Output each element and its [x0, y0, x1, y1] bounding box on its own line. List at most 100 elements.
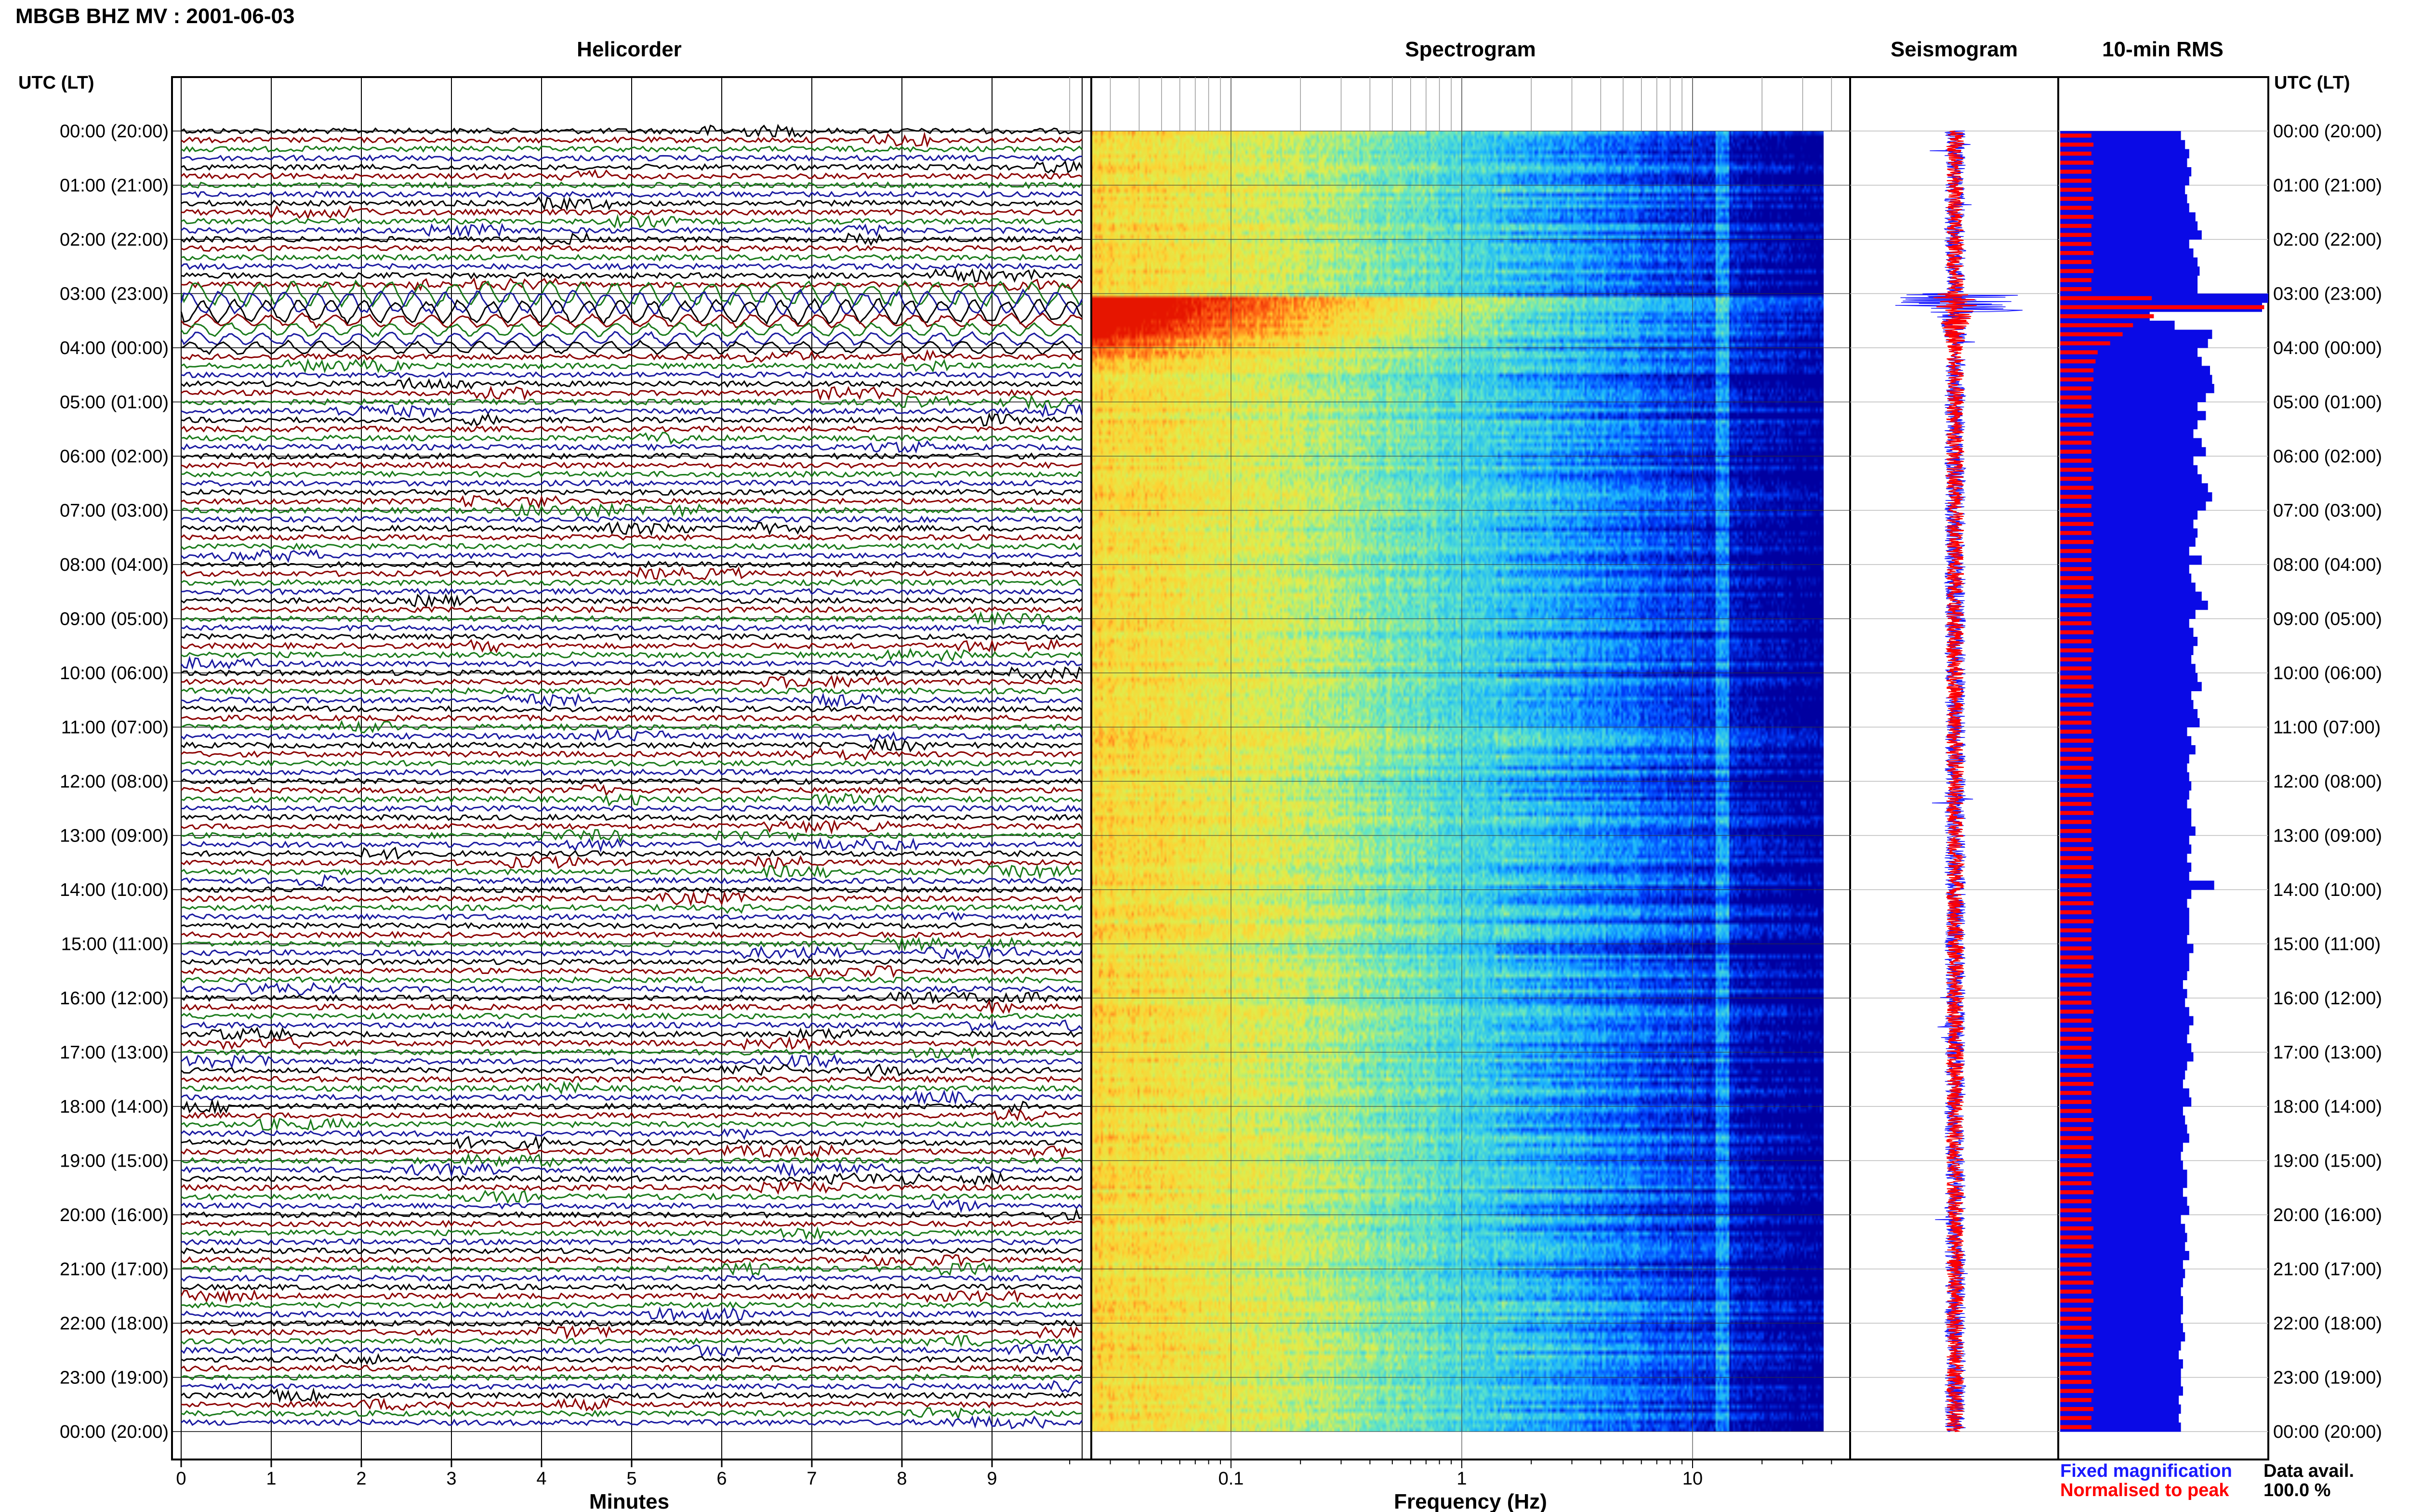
rms-fixed-bar	[2060, 808, 2192, 818]
rms-fixed-bar	[2060, 754, 2189, 763]
rms-fixed-bar	[2060, 1115, 2185, 1125]
rms-normalised-bar	[2060, 1136, 2094, 1140]
time-label: 09:00 (05:00)	[60, 609, 169, 630]
rms-fixed-bar	[2060, 854, 2187, 863]
helicorder-trace	[181, 262, 1083, 271]
time-label: 18:00 (14:00)	[60, 1097, 169, 1117]
rms-normalised-bar	[2060, 693, 2091, 698]
rms-fixed-bar	[2060, 203, 2189, 213]
rms-normalised-bar	[2060, 133, 2091, 138]
rms-normalised-bar	[2060, 1054, 2091, 1059]
rms-fixed-bar	[2060, 1223, 2185, 1233]
time-label: 21:00 (17:00)	[2273, 1260, 2382, 1280]
helicorder-trace	[181, 804, 1083, 813]
helicorder-trace	[181, 624, 1083, 632]
helicorder-trace	[181, 1238, 1083, 1246]
helicorder-x-label: Minutes	[589, 1490, 669, 1512]
rms-normalised-bar	[2060, 1380, 2091, 1384]
helicorder-x-ticks: 0 1 2 3 4 5 6 7 8 9	[176, 1459, 997, 1489]
rms-fixed-bar	[2060, 1007, 2189, 1016]
seismogram-normalised-trace	[1933, 131, 1977, 1432]
helicorder-trace	[181, 1380, 1083, 1393]
helicorder-trace	[181, 232, 1083, 247]
rms-normalised-bar	[2060, 702, 2094, 707]
rms-fixed-bar	[2060, 1034, 2187, 1044]
rms-normalised-bar	[2060, 829, 2091, 833]
time-label: 10:00 (06:00)	[2273, 663, 2382, 684]
time-label: 00:00 (20:00)	[2273, 1422, 2382, 1442]
rms-fixed-bar	[2060, 1350, 2179, 1360]
rms-normalised-bar	[2060, 1064, 2094, 1068]
time-axis-header-right: UTC (LT)	[2274, 73, 2350, 93]
helicorder-trace	[181, 792, 1083, 807]
helicorder-trace	[181, 982, 1082, 996]
rms-normalised-bar	[2060, 1316, 2091, 1321]
rms-fixed-bar	[2060, 1070, 2185, 1080]
helicorder-trace	[181, 1397, 1083, 1412]
rms-normalised-bar	[2060, 1073, 2091, 1077]
rms-normalised-bar	[2060, 820, 2091, 824]
rms-fixed-bar	[2060, 411, 2206, 421]
helicorder-trace	[181, 1364, 1083, 1372]
legend-normalised-to-peak: Normalised to peak	[2060, 1480, 2229, 1500]
helicorder-trace	[180, 783, 1083, 797]
rms-normalised-bar	[2060, 151, 2091, 156]
rms-fixed-bar	[2060, 1314, 2181, 1324]
helicorder-trace	[181, 1089, 1083, 1105]
helicorder-trace	[181, 935, 1083, 952]
rms-normalised-bar	[2060, 991, 2091, 996]
helicorder-trace	[181, 1080, 1083, 1095]
helicorder-trace	[181, 891, 1083, 907]
rms-normalised-bar	[2060, 1091, 2091, 1095]
helicorder-trace	[181, 1075, 1083, 1083]
rms-fixed-bar	[2060, 501, 2206, 511]
helicorder-trace	[181, 244, 1083, 252]
rms-fixed-bar	[2060, 1179, 2187, 1188]
time-label: 22:00 (18:00)	[2273, 1314, 2382, 1334]
helicorder-trace	[181, 169, 1083, 181]
rms-normalised-bar	[2060, 811, 2094, 815]
time-labels-right: 00:00 (20:00) 01:00 (21:00) 02:00 (22:00) 0…	[2273, 121, 2382, 1442]
rms-normalised-bar	[2060, 242, 2091, 246]
time-label: 13:00 (09:00)	[2273, 826, 2382, 846]
rms-normalised-bar	[2060, 206, 2091, 210]
helicorder-trace	[181, 965, 1083, 978]
rms-normalised-bar	[2060, 1271, 2091, 1276]
rms-normalised-bar	[2060, 910, 2091, 915]
rms-normalised-bar	[2060, 738, 2094, 743]
rms-normalised-bar	[2060, 775, 2091, 779]
rms-fixed-bar	[2060, 474, 2202, 484]
helicorder-trace	[181, 1170, 1083, 1186]
time-label: 03:00 (23:00)	[60, 284, 169, 304]
rms-fixed-bar	[2060, 1323, 2183, 1333]
rms-normalised-bar	[2060, 350, 2098, 355]
rms-normalised-bar	[2060, 1416, 2091, 1420]
rms-normalised-bar	[2060, 522, 2094, 526]
data-avail-label: Data avail.	[2263, 1461, 2354, 1481]
rms-normalised-bar	[2060, 314, 2154, 318]
rms-normalised-bar	[2060, 1118, 2094, 1122]
helicorder-trace	[181, 633, 1083, 641]
helicorder-trace	[181, 1306, 1083, 1322]
spectrogram-grid	[1069, 77, 1850, 1459]
helicorder-trace	[180, 728, 1083, 743]
rms-normalised-bar	[2060, 341, 2110, 345]
rms-fixed-bar	[2060, 1143, 2183, 1152]
rms-normalised-bar	[2060, 1343, 2091, 1348]
rms-normalised-bar	[2060, 711, 2091, 716]
rms-fixed-bar	[2060, 1133, 2189, 1143]
rms-normalised-bar	[2060, 576, 2094, 580]
helicorder-trace	[181, 339, 1083, 356]
helicorder-trace	[181, 403, 1083, 418]
rms-normalised-bar	[2060, 440, 2091, 445]
helicorder-trace	[181, 533, 1083, 541]
time-label: 15:00 (11:00)	[2273, 934, 2381, 955]
time-label: 19:00 (15:00)	[60, 1151, 169, 1171]
rms-fixed-bar	[2060, 1332, 2185, 1341]
rms-normalised-bar	[2060, 1335, 2094, 1339]
rms-fixed-bar	[2060, 962, 2189, 972]
helicorder-trace	[180, 298, 1083, 326]
rms-fixed-bar	[2060, 1151, 2181, 1161]
rms-fixed-bar	[2060, 934, 2187, 944]
helicorder-trace	[181, 1301, 1083, 1310]
